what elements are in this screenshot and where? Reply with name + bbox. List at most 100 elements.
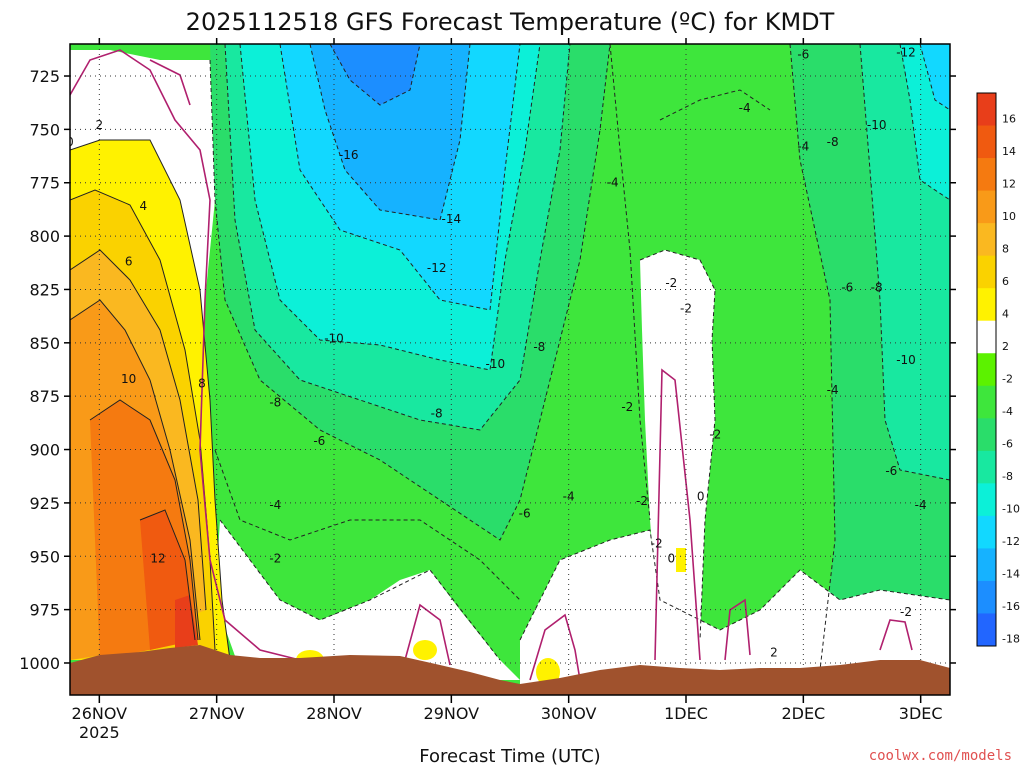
y-tick-label: 900 [29,441,60,460]
contour-label: -14 [442,212,462,226]
contour-dashed [859,44,950,481]
contour-label: -10 [324,332,344,346]
contour-dashed [789,44,836,671]
freezing-line [149,59,191,106]
contour-label: -2 [651,536,663,550]
contour-label: 6 [125,255,133,269]
field-pocket-28nov [413,640,437,660]
contour-label: -8 [269,396,281,410]
contour-label: -4 [269,498,281,512]
contour-solid [70,299,201,641]
contour-dashed [329,44,421,106]
colorbar-label: -16 [1002,600,1020,613]
y-tick-label: 850 [29,334,60,353]
y-tick-label: 1000 [19,654,60,673]
contour-label: -2 [621,400,633,414]
colorbar-swatch [977,125,996,159]
contour-dashed [219,519,501,661]
contour-dashed [279,44,521,311]
contour-dashed [239,44,541,371]
colorbar-label: -18 [1002,633,1020,646]
contour-label: -4 [797,139,809,153]
contour-labels: -16-14-12-10-10-8-8-8-6-6-4-4-2-2-2-2-2-… [66,46,927,660]
contour-dashed [309,44,471,221]
contour-label: -10 [867,118,887,132]
contour-label: 0 [697,489,705,503]
contour-label: -12 [896,46,916,60]
contour-label: -10 [486,357,506,371]
colorbar: 16 14 12 10 8 6 4 2 -2 -4 -6 -8 -10 -12 -14 -16 -18 [976,92,1020,647]
contour-dashed [224,44,571,431]
colorbar-label: -2 [1002,373,1013,386]
field-plus14 [175,595,198,648]
contour-label: 0 [66,135,74,149]
contour-solid [70,139,231,661]
contour-label: -4 [607,176,619,190]
contour-label: -6 [519,507,531,521]
colorbar-label: 8 [1002,242,1009,255]
colorbar-label: 14 [1002,145,1016,158]
colorbar-label: -4 [1002,405,1013,418]
field-near-zero-dec1 [640,250,715,650]
plot-border [69,43,951,696]
contour-label: -2 [680,302,692,316]
colorbar-swatch [977,385,996,419]
grid [70,44,950,695]
x-tick-label: 3DEC [899,704,943,723]
x-tick-label: 28NOV [306,704,362,723]
contour-label: -10 [896,353,916,367]
contour-label: -4 [827,383,839,397]
freezing-line [724,598,751,661]
contour-label: 0 [668,551,676,565]
freezing-line [529,613,581,681]
colorbar-border [976,92,997,647]
contour-label: -2 [709,428,721,442]
contour-label: -8 [431,406,443,420]
colorbar-label: -14 [1002,568,1020,581]
colorbar-swatch [977,613,996,647]
colorbar-swatch [977,580,996,614]
colorbar-swatch [977,483,996,517]
contours-dashed [209,44,950,671]
y-tick-label: 875 [29,387,60,406]
plot-area: -16-14-12-10-10-8-8-8-6-6-4-4-2-2-2-2-2-… [66,44,950,695]
y-tick-label: 775 [29,174,60,193]
x-tick-label: 30NOV [541,704,597,723]
contour-dashed [919,44,950,111]
field-minus14-core [310,44,470,220]
contour-label: -6 [841,280,853,294]
field-minus16-core [330,44,420,105]
contour-label: 12 [150,551,165,565]
colorbar-label: -6 [1002,438,1013,451]
contour-label: -8 [827,135,839,149]
y-tick-label: 975 [29,601,60,620]
contour-label: -12 [427,261,447,275]
colorbar-swatch [977,223,996,257]
colorbar-swatch [977,515,996,549]
colorbar-swatch [977,255,996,289]
contour-label: -2 [269,551,281,565]
colorbar-swatch [977,548,996,582]
x-tick-label: 29NOV [424,704,480,723]
contour-label: -2 [900,605,912,619]
contour-label: 2 [96,118,104,132]
colorbar-label: -12 [1002,535,1020,548]
x-tick-label: 26NOV [72,704,128,723]
contour-dashed [899,44,950,201]
contour-label: -2 [636,494,648,508]
chart-title: 2025112518 GFS Forecast Temperature (ºC)… [186,8,835,36]
contour-label: -8 [871,280,883,294]
y-tick-label: 825 [29,280,60,299]
contour-label: -6 [885,464,897,478]
contour-dashed [519,529,950,641]
colorbar-label: 6 [1002,275,1009,288]
contour-label: -4 [915,498,927,512]
y-tick-label: 725 [29,67,60,86]
contour-solid [89,399,199,641]
colorbar-label: -8 [1002,470,1013,483]
colorbar-label: 10 [1002,210,1016,223]
x-tick-label: 2DEC [781,704,825,723]
contour-dashed [659,89,771,121]
colorbar-swatch [977,450,996,484]
field-pocket-1dec [676,548,686,572]
